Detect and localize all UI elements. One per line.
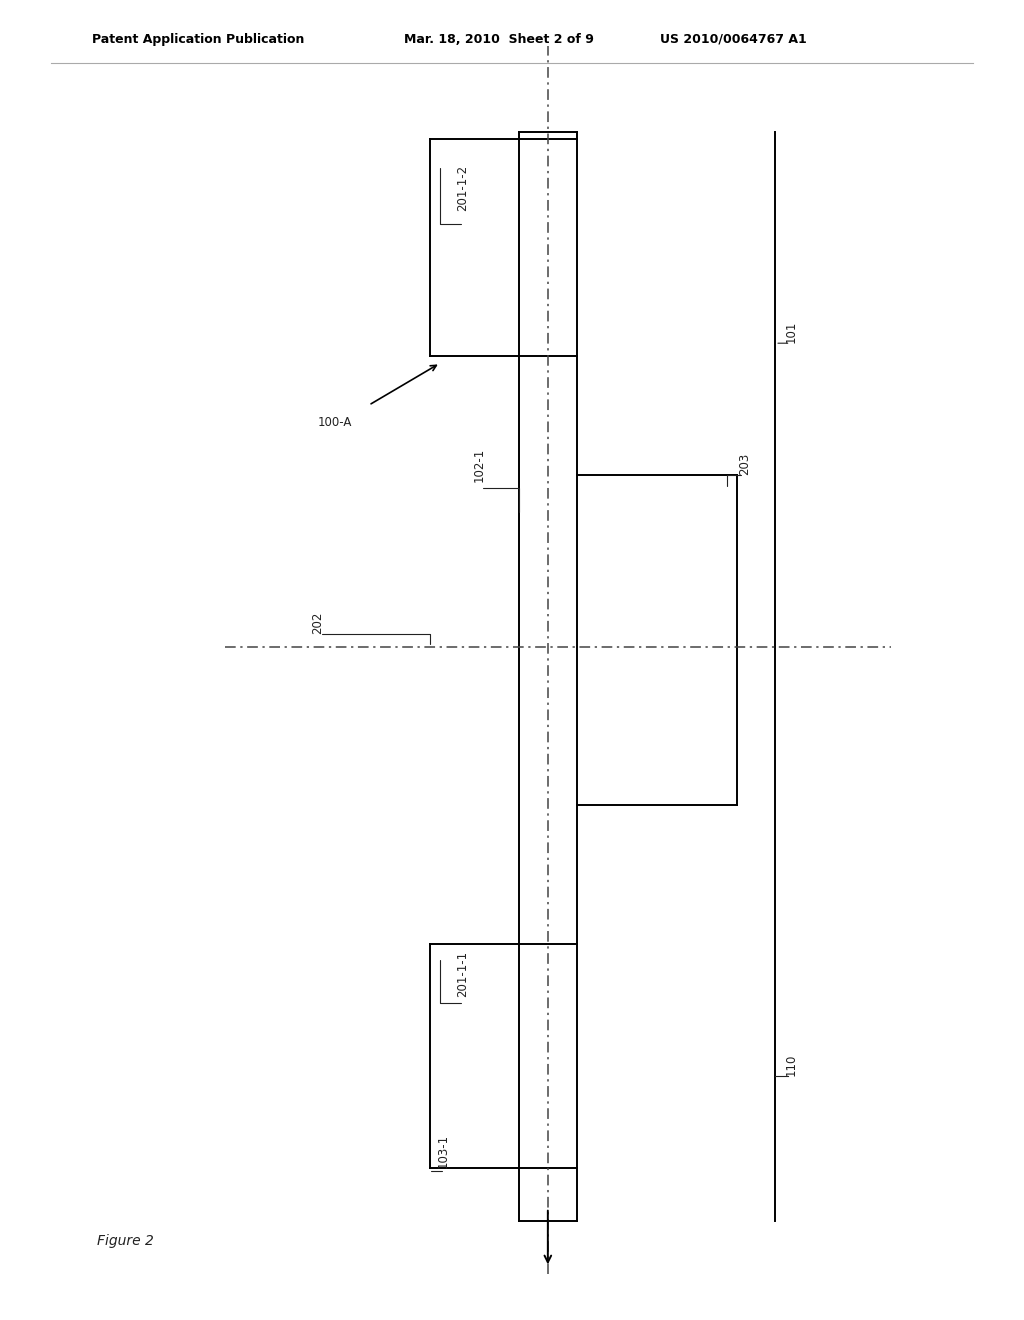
Text: 203: 203 — [738, 453, 751, 475]
Text: Figure 2: Figure 2 — [97, 1234, 155, 1247]
Text: Mar. 18, 2010  Sheet 2 of 9: Mar. 18, 2010 Sheet 2 of 9 — [404, 33, 594, 46]
Text: US 2010/0064767 A1: US 2010/0064767 A1 — [660, 33, 807, 46]
Text: 100-A: 100-A — [317, 416, 352, 429]
Text: 102-1: 102-1 — [473, 447, 485, 482]
Text: 110: 110 — [785, 1053, 798, 1076]
Text: Patent Application Publication: Patent Application Publication — [92, 33, 304, 46]
Text: 202: 202 — [311, 611, 324, 634]
Text: 101: 101 — [785, 321, 798, 343]
Text: 201-1-2: 201-1-2 — [457, 165, 469, 211]
Text: 201-1-1: 201-1-1 — [457, 950, 469, 997]
Text: 103-1: 103-1 — [437, 1134, 450, 1168]
